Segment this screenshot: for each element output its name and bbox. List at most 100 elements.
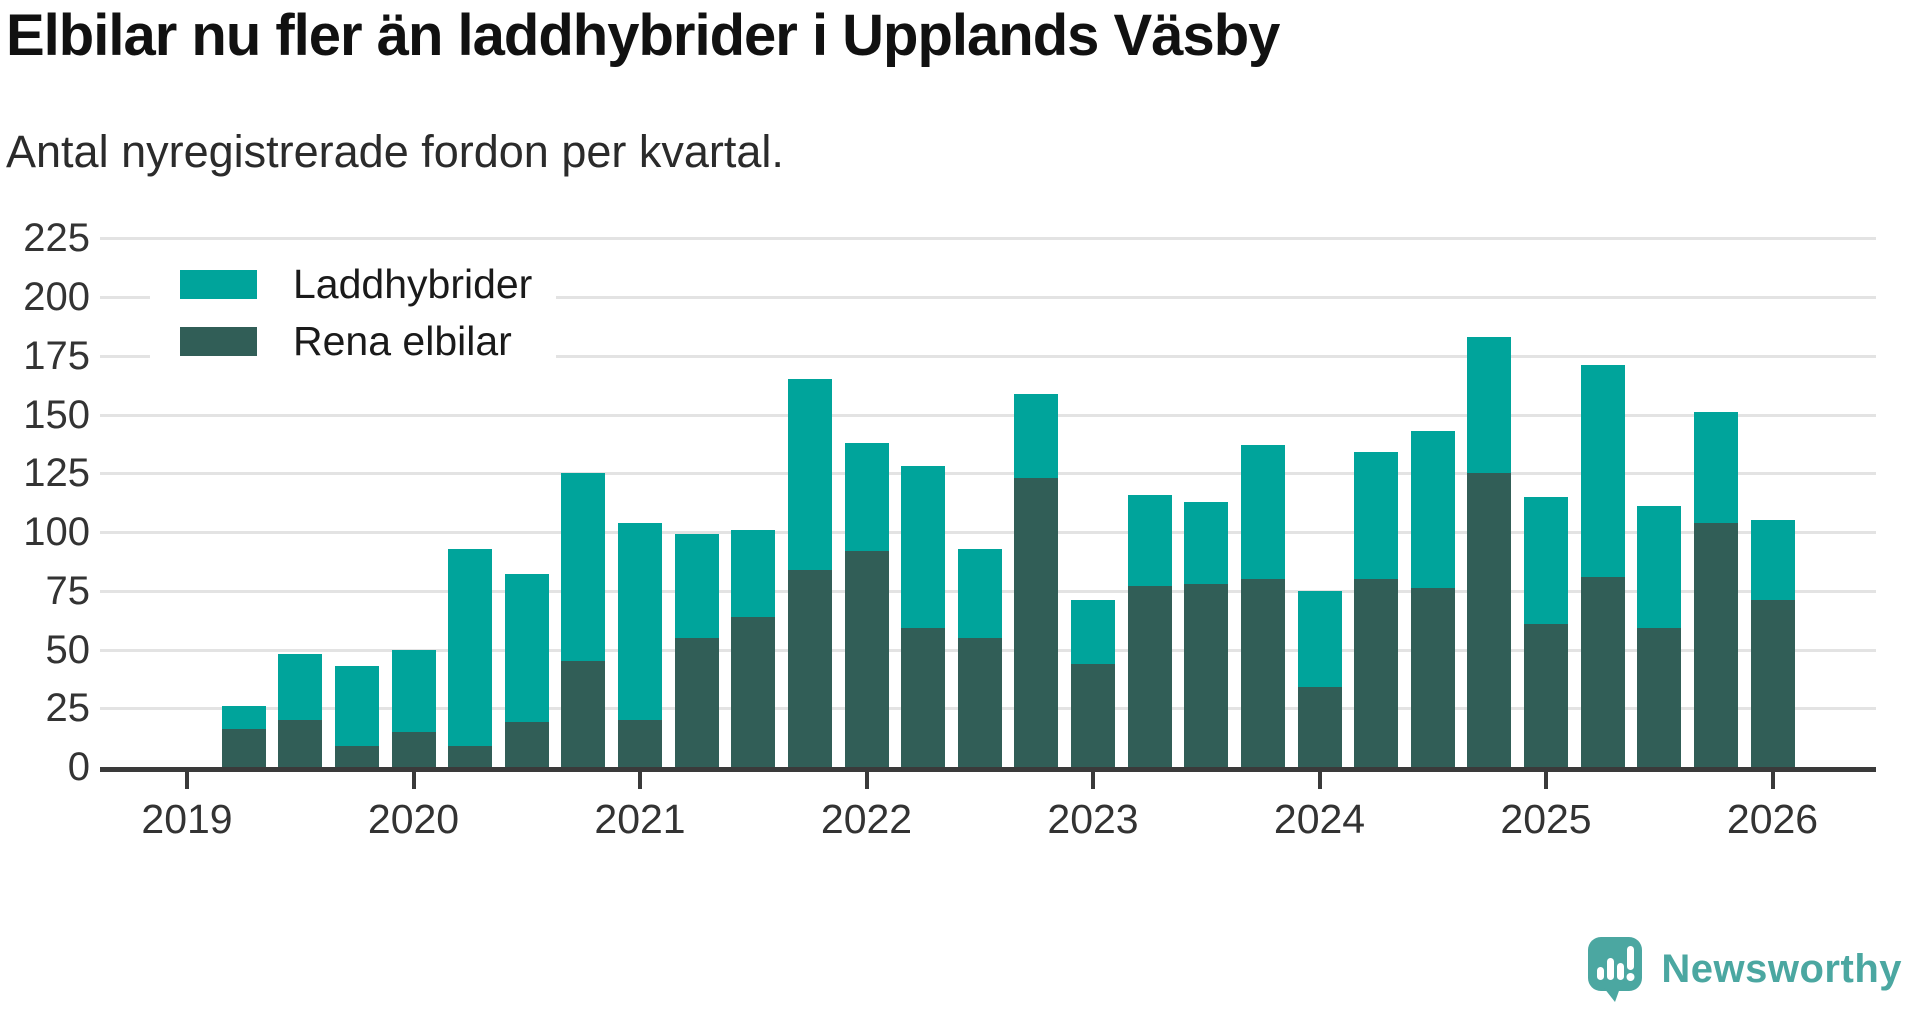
bar-laddhybrider-2025Q3: [1637, 506, 1682, 629]
bar-rena-elbilar-2022Q1: [844, 550, 889, 767]
gridline-175: [100, 354, 1876, 358]
bar-rena-elbilar-2023Q2: [1127, 586, 1172, 767]
bar-laddhybrider-2022Q3: [957, 548, 1002, 638]
bar-laddhybrider-2025Q1: [1524, 496, 1568, 624]
bar-laddhybrider-2020Q4: [561, 473, 606, 662]
x-axis-label-2024: 2024: [1273, 796, 1366, 842]
x-axis-tick-2022: [864, 772, 869, 789]
y-axis-label-175: 175: [23, 333, 90, 378]
bar-rena-elbilar-2023Q1: [1071, 663, 1115, 767]
bar-rena-elbilar-2023Q4: [1240, 579, 1285, 767]
x-axis-tick-2023: [1091, 772, 1095, 789]
bar-laddhybrider-2021Q3: [731, 529, 776, 617]
bar-laddhybrider-2025Q4: [1693, 412, 1738, 523]
x-axis-label-2023: 2023: [1047, 796, 1139, 842]
bar-laddhybrider-2021Q2: [674, 534, 719, 638]
x-axis-tick-2025: [1544, 772, 1548, 789]
bar-rena-elbilar-2019Q4: [334, 745, 379, 767]
gridline-200: [100, 296, 1876, 300]
y-axis-label-50: 50: [45, 627, 91, 672]
x-axis-tick-2019: [185, 772, 189, 789]
bar-rena-elbilar-2023Q3: [1184, 583, 1229, 767]
bar-rena-elbilar-2024Q3: [1410, 588, 1455, 767]
bar-rena-elbilar-2024Q4: [1467, 473, 1512, 767]
gridline-100: [100, 531, 1876, 535]
x-axis-label-2022: 2022: [820, 796, 913, 842]
bar-laddhybrider-2024Q1: [1297, 590, 1342, 688]
legend-label: Laddhybrider: [293, 261, 533, 307]
bar-rena-elbilar-2021Q4: [787, 569, 832, 767]
bar-rena-elbilar-2020Q4: [561, 661, 606, 767]
bar-rena-elbilar-2019Q3: [278, 720, 323, 767]
bar-laddhybrider-2023Q2: [1127, 494, 1172, 587]
bar-rena-elbilar-2021Q2: [674, 637, 719, 767]
bar-rena-elbilar-2025Q3: [1637, 628, 1682, 767]
x-axis-label-2020: 2020: [367, 796, 460, 842]
y-axis-label-0: 0: [67, 745, 90, 789]
bar-rena-elbilar-2020Q3: [504, 722, 549, 767]
y-axis-label-100: 100: [23, 510, 90, 555]
bar-laddhybrider-2025Q2: [1580, 365, 1625, 577]
chart-title: Elbilar nu fler än laddhybrider i Upplan…: [6, 3, 1280, 68]
x-axis-tick-2020: [411, 772, 416, 789]
newsworthy-bubble-icon: [1588, 937, 1643, 1002]
bar-rena-elbilar-2025Q1: [1524, 623, 1568, 767]
legend-item-rena-elbilar: Rena elbilar: [180, 321, 532, 362]
x-axis-label-2025: 2025: [1500, 796, 1592, 842]
legend-item-laddhybrider: Laddhybrider: [180, 264, 532, 305]
bar-rena-elbilar-2025Q2: [1580, 576, 1625, 767]
gridline-225: [100, 237, 1876, 241]
newsworthy-logo-text: Newsworthy: [1661, 946, 1902, 991]
bar-rena-elbilar-2019Q2: [221, 729, 266, 767]
bar-laddhybrider-2021Q4: [787, 379, 832, 570]
y-axis-label-200: 200: [23, 275, 90, 320]
x-axis-tick-2024: [1317, 772, 1322, 789]
bar-rena-elbilar-2020Q1: [391, 731, 436, 767]
bar-laddhybrider-2019Q3: [278, 654, 323, 720]
x-axis-label-2026: 2026: [1726, 796, 1819, 842]
bar-rena-elbilar-2022Q3: [957, 637, 1002, 767]
bar-laddhybrider-2019Q2: [221, 705, 266, 730]
bar-rena-elbilar-2020Q2: [448, 745, 493, 767]
y-axis-label-25: 25: [45, 686, 91, 731]
legend-swatch-rena-elbilar: [180, 327, 257, 356]
bar-laddhybrider-2023Q3: [1184, 501, 1229, 584]
y-axis-label-150: 150: [23, 392, 90, 437]
bar-laddhybrider-2023Q1: [1071, 600, 1115, 664]
y-axis-label-225: 225: [23, 216, 90, 261]
bar-rena-elbilar-2024Q1: [1297, 687, 1342, 767]
bar-laddhybrider-2022Q1: [844, 442, 889, 551]
x-axis-tick-2021: [638, 772, 642, 789]
x-axis-label-2019: 2019: [141, 796, 233, 842]
bar-laddhybrider-2024Q2: [1354, 452, 1399, 580]
gridline-125: [100, 472, 1876, 476]
bar-laddhybrider-2020Q1: [391, 649, 436, 732]
bar-laddhybrider-2023Q4: [1240, 445, 1285, 580]
bar-rena-elbilar-2022Q2: [901, 628, 946, 767]
x-axis-tick-2026: [1770, 772, 1775, 789]
bar-laddhybrider-2021Q1: [618, 522, 662, 721]
y-axis-label-75: 75: [45, 568, 91, 613]
bar-laddhybrider-2022Q2: [901, 466, 946, 629]
bar-laddhybrider-2026Q1: [1750, 520, 1795, 601]
bar-laddhybrider-2020Q2: [448, 548, 493, 746]
bar-laddhybrider-2024Q3: [1410, 431, 1455, 589]
legend-label: Rena elbilar: [293, 318, 512, 364]
legend-swatch-laddhybrider: [180, 270, 257, 299]
chart-subtitle: Antal nyregistrerade fordon per kvartal.: [6, 126, 784, 177]
legend: Laddhybrider Rena elbilar: [150, 254, 557, 374]
x-axis-line: [100, 767, 1876, 772]
bar-rena-elbilar-2021Q1: [618, 720, 662, 767]
bar-laddhybrider-2022Q4: [1014, 393, 1059, 479]
gridline-150: [100, 413, 1876, 417]
bar-rena-elbilar-2022Q4: [1014, 478, 1059, 767]
x-axis-label-2021: 2021: [594, 796, 686, 842]
y-axis-label-125: 125: [23, 451, 90, 496]
bar-rena-elbilar-2024Q2: [1354, 579, 1399, 767]
bar-rena-elbilar-2025Q4: [1693, 522, 1738, 767]
newsworthy-logo: Newsworthy: [1587, 936, 1902, 1002]
bar-laddhybrider-2024Q4: [1467, 337, 1512, 474]
bar-laddhybrider-2020Q3: [504, 574, 549, 723]
bar-rena-elbilar-2026Q1: [1750, 600, 1795, 767]
